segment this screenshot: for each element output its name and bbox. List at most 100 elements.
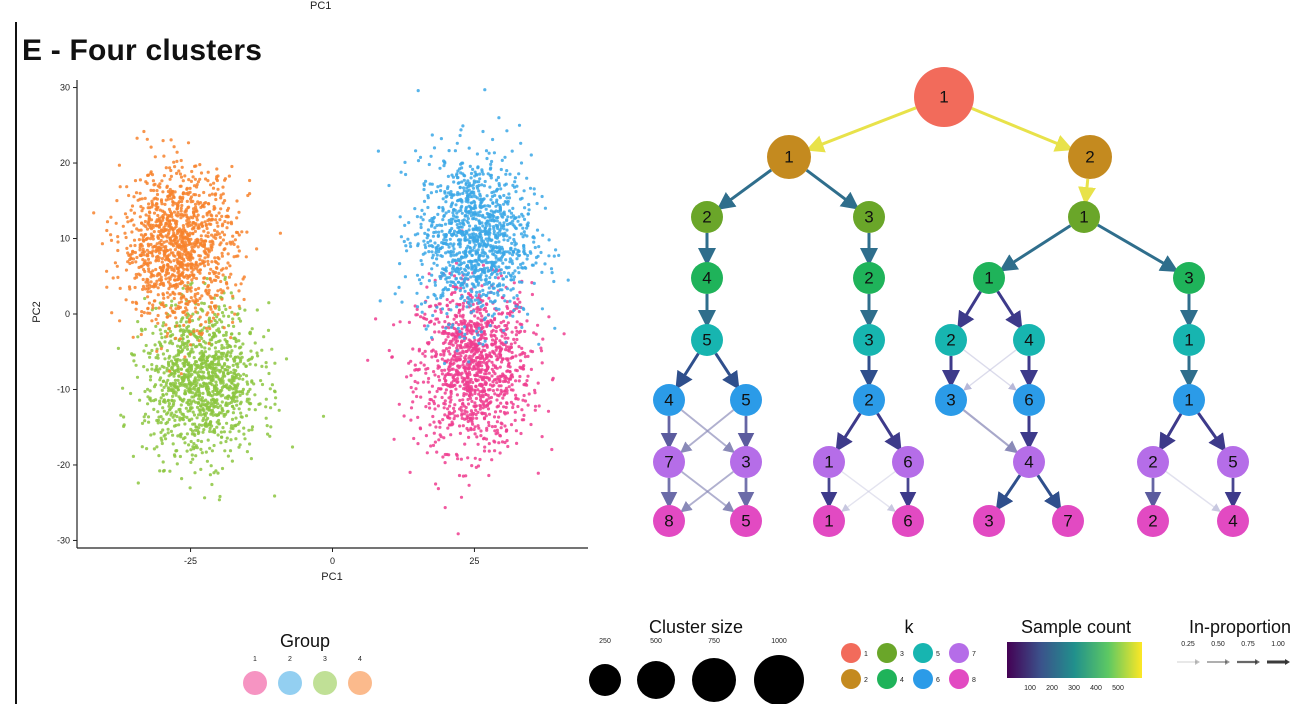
data-point: [493, 392, 497, 396]
data-point: [455, 359, 459, 363]
data-point: [436, 364, 440, 368]
data-point: [493, 410, 498, 414]
data-point: [427, 390, 432, 394]
data-point: [469, 350, 473, 354]
data-point: [470, 343, 474, 347]
data-point: [415, 307, 419, 311]
tree-edge: [1165, 470, 1221, 513]
data-point: [418, 426, 422, 430]
data-point: [523, 355, 528, 359]
data-point: [487, 378, 491, 382]
data-point: [449, 392, 453, 396]
data-point: [456, 414, 460, 418]
data-point: [467, 367, 471, 371]
data-point: [498, 377, 502, 381]
data-point: [469, 176, 473, 180]
data-point: [536, 471, 540, 475]
data-point: [452, 317, 456, 321]
data-point: [526, 312, 530, 316]
data-point: [472, 246, 476, 250]
data-point: [482, 330, 486, 334]
data-point: [480, 326, 484, 330]
data-point: [498, 451, 502, 455]
data-point: [467, 228, 471, 232]
data-point: [493, 440, 497, 444]
data-point: [519, 366, 523, 370]
tree-node-label: 2: [1148, 512, 1157, 531]
data-point: [509, 423, 514, 427]
tree-node: 8: [653, 505, 685, 537]
tree-node-label: 1: [824, 453, 833, 472]
data-point: [530, 292, 535, 297]
data-point: [457, 473, 462, 478]
data-point: [450, 381, 454, 385]
tree-edge: [1097, 223, 1179, 273]
data-point: [512, 281, 516, 285]
data-point: [514, 393, 518, 397]
group-legend-swatch: [243, 671, 267, 695]
data-point: [433, 373, 437, 377]
data-point: [419, 215, 423, 219]
data-point: [466, 342, 470, 346]
data-point: [469, 171, 474, 176]
data-point: [459, 319, 463, 323]
data-point: [456, 457, 460, 461]
data-point: [474, 359, 478, 363]
data-point: [525, 319, 529, 323]
data-point: [461, 363, 465, 367]
data-point: [514, 396, 518, 400]
tree-node-label: 8: [664, 512, 673, 531]
tree-node-label: 3: [946, 391, 955, 410]
data-point: [451, 214, 456, 218]
data-point: [533, 404, 538, 408]
data-point: [431, 313, 435, 318]
data-point: [460, 371, 464, 375]
data-point: [517, 172, 521, 176]
tree-node: 2: [1137, 446, 1169, 478]
data-point: [500, 440, 505, 444]
data-point: [417, 367, 421, 371]
data-point: [470, 295, 474, 299]
data-point: [473, 314, 477, 318]
data-point: [519, 359, 523, 363]
data-point: [486, 403, 490, 408]
data-point: [422, 187, 426, 192]
data-point: [461, 424, 465, 428]
data-point: [483, 372, 487, 376]
data-point: [402, 414, 406, 418]
data-point: [424, 371, 428, 375]
data-point: [461, 301, 465, 305]
data-point: [494, 432, 498, 436]
data-point: [464, 342, 468, 347]
data-point: [433, 407, 437, 411]
data-point: [499, 321, 503, 325]
data-point: [539, 250, 543, 255]
data-point: [473, 391, 477, 396]
data-point: [417, 347, 421, 351]
data-point: [474, 379, 478, 383]
data-point: [444, 388, 448, 392]
data-point: [529, 349, 533, 353]
tree-node-label: 7: [664, 453, 673, 472]
data-point: [498, 433, 502, 437]
data-point: [494, 354, 498, 358]
data-point: [466, 375, 470, 379]
data-point: [423, 354, 427, 358]
data-point: [467, 435, 471, 439]
data-point: [466, 179, 470, 183]
data-point: [469, 330, 473, 335]
data-point: [554, 248, 558, 252]
data-point: [479, 337, 483, 341]
data-point: [477, 426, 481, 430]
tree-node: 1: [813, 505, 845, 537]
data-point: [532, 331, 536, 335]
data-point: [423, 312, 427, 316]
data-point: [435, 263, 439, 267]
data-point: [516, 404, 520, 409]
tree-node-label: 2: [864, 391, 873, 410]
data-point: [456, 364, 460, 368]
data-point: [458, 303, 462, 307]
data-point: [459, 457, 463, 461]
data-point: [444, 338, 448, 342]
